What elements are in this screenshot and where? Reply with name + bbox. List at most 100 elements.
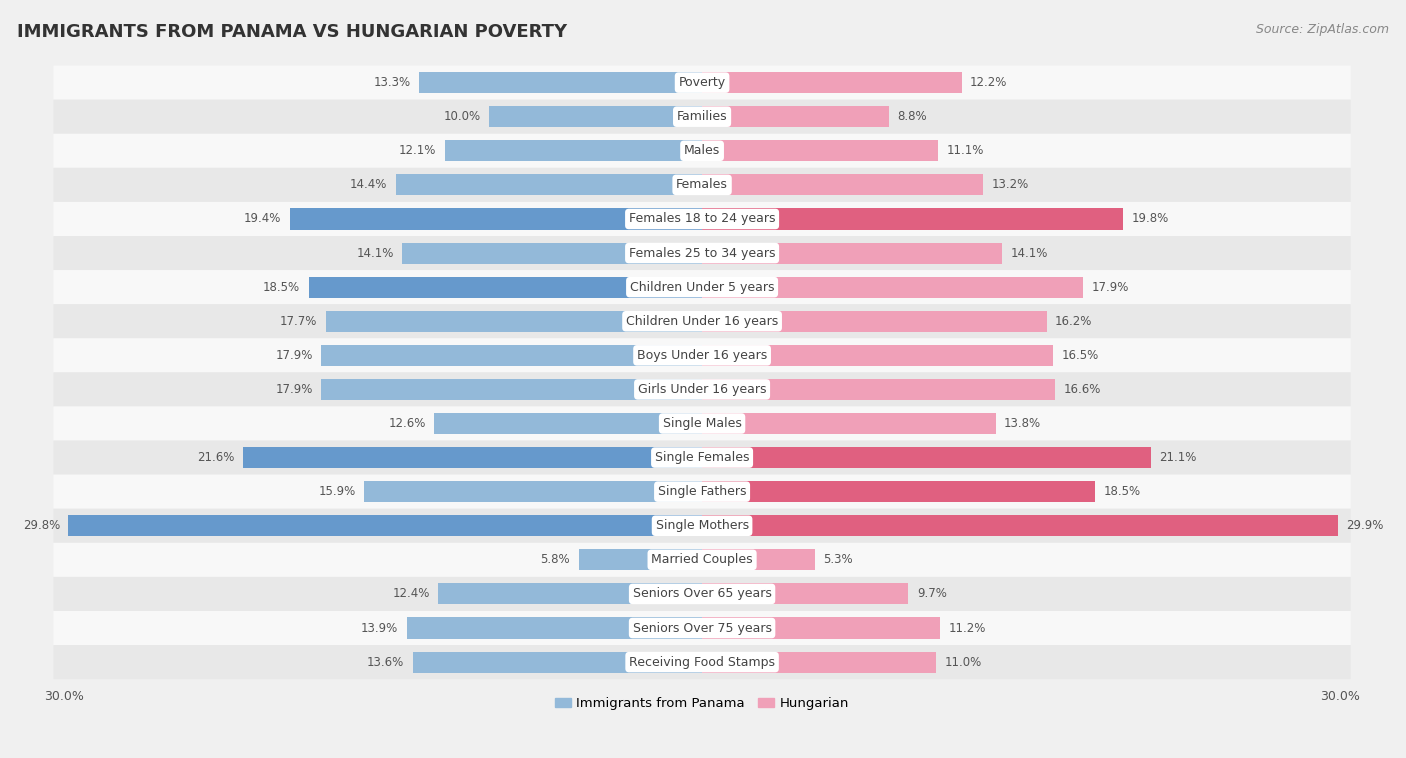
- Bar: [69, 515, 702, 537]
- Text: Females 18 to 24 years: Females 18 to 24 years: [628, 212, 775, 225]
- Text: 21.1%: 21.1%: [1160, 451, 1197, 464]
- Bar: [326, 311, 702, 332]
- Bar: [702, 174, 983, 196]
- Bar: [434, 413, 702, 434]
- Text: 10.0%: 10.0%: [444, 110, 481, 124]
- FancyBboxPatch shape: [53, 338, 1351, 372]
- Text: 12.6%: 12.6%: [388, 417, 426, 430]
- Bar: [489, 106, 702, 127]
- Bar: [702, 550, 815, 571]
- FancyBboxPatch shape: [53, 645, 1351, 679]
- Bar: [702, 243, 1002, 264]
- Text: Single Fathers: Single Fathers: [658, 485, 747, 498]
- Text: 21.6%: 21.6%: [197, 451, 235, 464]
- Text: 29.9%: 29.9%: [1347, 519, 1384, 532]
- FancyBboxPatch shape: [53, 577, 1351, 611]
- Bar: [702, 584, 908, 604]
- Bar: [444, 140, 702, 161]
- Bar: [702, 413, 995, 434]
- Text: Families: Families: [676, 110, 727, 124]
- Text: Married Couples: Married Couples: [651, 553, 752, 566]
- Text: Boys Under 16 years: Boys Under 16 years: [637, 349, 768, 362]
- Bar: [702, 140, 938, 161]
- Text: 11.2%: 11.2%: [949, 622, 986, 634]
- Text: 13.9%: 13.9%: [361, 622, 398, 634]
- Text: 13.3%: 13.3%: [374, 76, 411, 89]
- Text: 18.5%: 18.5%: [1104, 485, 1142, 498]
- Text: Seniors Over 75 years: Seniors Over 75 years: [633, 622, 772, 634]
- Text: 14.1%: 14.1%: [356, 246, 394, 259]
- Legend: Immigrants from Panama, Hungarian: Immigrants from Panama, Hungarian: [550, 691, 853, 715]
- Text: 5.8%: 5.8%: [541, 553, 571, 566]
- Text: 16.6%: 16.6%: [1063, 383, 1101, 396]
- Bar: [702, 72, 962, 93]
- Text: 13.6%: 13.6%: [367, 656, 405, 669]
- Bar: [322, 345, 702, 366]
- FancyBboxPatch shape: [53, 236, 1351, 270]
- FancyBboxPatch shape: [53, 475, 1351, 509]
- Text: 13.2%: 13.2%: [991, 178, 1029, 191]
- FancyBboxPatch shape: [53, 406, 1351, 440]
- Bar: [402, 243, 702, 264]
- Bar: [290, 208, 702, 230]
- Bar: [702, 618, 941, 638]
- Text: 17.7%: 17.7%: [280, 315, 318, 327]
- Bar: [439, 584, 702, 604]
- FancyBboxPatch shape: [53, 202, 1351, 236]
- Bar: [396, 174, 702, 196]
- FancyBboxPatch shape: [53, 543, 1351, 577]
- Text: 19.8%: 19.8%: [1132, 212, 1168, 225]
- Text: 18.5%: 18.5%: [263, 280, 299, 293]
- Bar: [419, 72, 702, 93]
- Text: 19.4%: 19.4%: [243, 212, 281, 225]
- Bar: [243, 447, 702, 468]
- Bar: [579, 550, 702, 571]
- Bar: [702, 208, 1123, 230]
- Text: 16.5%: 16.5%: [1062, 349, 1098, 362]
- Text: Children Under 5 years: Children Under 5 years: [630, 280, 775, 293]
- Bar: [413, 652, 702, 672]
- Text: IMMIGRANTS FROM PANAMA VS HUNGARIAN POVERTY: IMMIGRANTS FROM PANAMA VS HUNGARIAN POVE…: [17, 23, 567, 41]
- Text: 12.2%: 12.2%: [970, 76, 1008, 89]
- Bar: [702, 311, 1046, 332]
- Text: Females 25 to 34 years: Females 25 to 34 years: [628, 246, 775, 259]
- Text: Seniors Over 65 years: Seniors Over 65 years: [633, 587, 772, 600]
- Text: 9.7%: 9.7%: [917, 587, 946, 600]
- Bar: [406, 618, 702, 638]
- Text: 17.9%: 17.9%: [1091, 280, 1129, 293]
- Text: Males: Males: [683, 144, 720, 158]
- Text: Receiving Food Stamps: Receiving Food Stamps: [628, 656, 775, 669]
- FancyBboxPatch shape: [53, 66, 1351, 100]
- Bar: [702, 481, 1095, 503]
- Text: Children Under 16 years: Children Under 16 years: [626, 315, 778, 327]
- Bar: [364, 481, 702, 503]
- Bar: [702, 106, 889, 127]
- Text: 8.8%: 8.8%: [897, 110, 928, 124]
- Text: 12.1%: 12.1%: [399, 144, 436, 158]
- FancyBboxPatch shape: [53, 304, 1351, 338]
- FancyBboxPatch shape: [53, 372, 1351, 406]
- FancyBboxPatch shape: [53, 168, 1351, 202]
- Text: 13.8%: 13.8%: [1004, 417, 1042, 430]
- Text: 14.4%: 14.4%: [350, 178, 388, 191]
- Text: Poverty: Poverty: [679, 76, 725, 89]
- Bar: [702, 447, 1150, 468]
- Bar: [702, 345, 1053, 366]
- Text: Females: Females: [676, 178, 728, 191]
- Bar: [702, 379, 1054, 400]
- FancyBboxPatch shape: [53, 509, 1351, 543]
- Text: 16.2%: 16.2%: [1054, 315, 1092, 327]
- Text: 12.4%: 12.4%: [392, 587, 430, 600]
- FancyBboxPatch shape: [53, 270, 1351, 304]
- Bar: [322, 379, 702, 400]
- Bar: [702, 277, 1083, 298]
- Text: 11.1%: 11.1%: [946, 144, 984, 158]
- FancyBboxPatch shape: [53, 100, 1351, 133]
- Text: 5.3%: 5.3%: [824, 553, 853, 566]
- Text: 17.9%: 17.9%: [276, 349, 314, 362]
- Text: 29.8%: 29.8%: [22, 519, 60, 532]
- Text: Single Mothers: Single Mothers: [655, 519, 748, 532]
- Text: Single Females: Single Females: [655, 451, 749, 464]
- Text: 14.1%: 14.1%: [1011, 246, 1047, 259]
- Text: Source: ZipAtlas.com: Source: ZipAtlas.com: [1256, 23, 1389, 36]
